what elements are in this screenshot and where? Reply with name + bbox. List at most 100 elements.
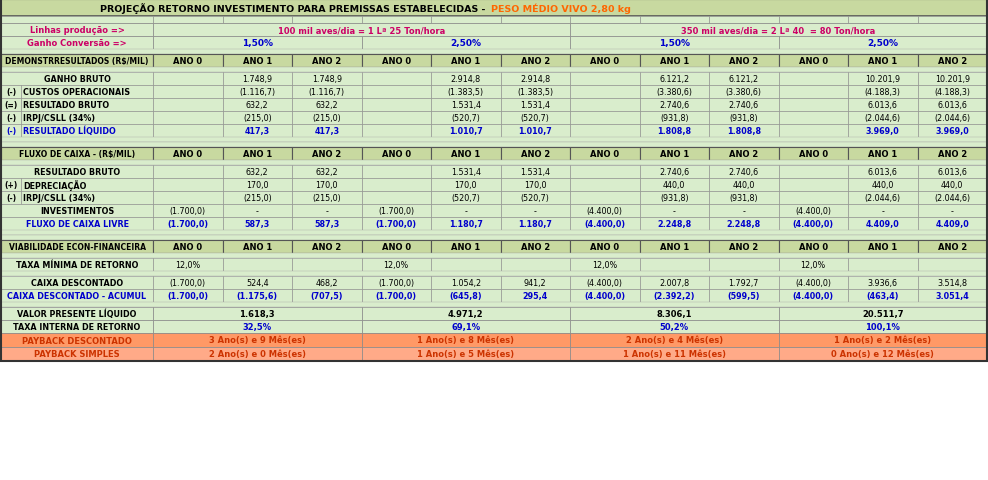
Text: ANO 0: ANO 0: [381, 242, 411, 252]
Bar: [153, 55, 222, 68]
Text: (1.116,7): (1.116,7): [308, 88, 345, 97]
Text: (215,0): (215,0): [312, 193, 341, 203]
Bar: [1, 289, 153, 302]
Bar: [639, 55, 709, 68]
Bar: [362, 166, 431, 179]
Bar: [570, 320, 779, 333]
Text: (4.400,0): (4.400,0): [587, 206, 622, 216]
Text: 69,1%: 69,1%: [452, 323, 480, 331]
Bar: [501, 166, 570, 179]
Bar: [570, 73, 639, 86]
Text: 32,5%: 32,5%: [243, 323, 272, 331]
Bar: [431, 192, 501, 204]
Bar: [709, 289, 779, 302]
Text: (520,7): (520,7): [452, 193, 480, 203]
Bar: [1, 217, 153, 230]
Text: (1.700,0): (1.700,0): [167, 219, 208, 228]
Bar: [570, 125, 639, 138]
Bar: [153, 24, 570, 37]
Bar: [848, 258, 918, 271]
Bar: [1, 68, 987, 73]
Text: ANO 1: ANO 1: [452, 57, 480, 66]
Text: -: -: [256, 206, 259, 216]
Text: ANO 2: ANO 2: [521, 242, 550, 252]
Text: PAYBACK SIMPLES: PAYBACK SIMPLES: [35, 350, 120, 359]
Text: 1.180,7: 1.180,7: [519, 219, 552, 228]
Bar: [362, 204, 431, 217]
Bar: [1, 73, 153, 86]
Text: GANHO BRUTO: GANHO BRUTO: [43, 75, 111, 84]
Text: 12,0%: 12,0%: [383, 261, 409, 269]
Bar: [570, 179, 639, 192]
Bar: [153, 125, 222, 138]
Bar: [1, 276, 153, 289]
Text: (931,8): (931,8): [660, 193, 689, 203]
Bar: [639, 289, 709, 302]
Bar: [21, 125, 153, 138]
Text: ANO 2: ANO 2: [521, 57, 550, 66]
Text: (4.400,0): (4.400,0): [584, 219, 625, 228]
Bar: [709, 204, 779, 217]
Text: (-): (-): [6, 127, 16, 136]
Text: ANO 1: ANO 1: [868, 57, 897, 66]
Text: ANO 2: ANO 2: [729, 57, 759, 66]
Bar: [292, 112, 362, 125]
Text: Linhas produção =>: Linhas produção =>: [30, 26, 124, 35]
Bar: [222, 240, 292, 253]
Bar: [431, 125, 501, 138]
Bar: [292, 125, 362, 138]
Text: 1,50%: 1,50%: [659, 39, 690, 48]
Text: 2 Ano(s) e 4 Mês(es): 2 Ano(s) e 4 Mês(es): [625, 336, 723, 345]
Bar: [918, 148, 987, 161]
Bar: [779, 99, 848, 112]
Text: 20.511,7: 20.511,7: [862, 309, 903, 318]
Text: 3.936,6: 3.936,6: [867, 278, 898, 288]
Text: 417,3: 417,3: [314, 127, 339, 136]
Bar: [918, 204, 987, 217]
Bar: [639, 204, 709, 217]
Bar: [501, 289, 570, 302]
Text: 524,4: 524,4: [246, 278, 269, 288]
Text: (520,7): (520,7): [521, 114, 549, 123]
Bar: [153, 307, 362, 320]
Text: 100,1%: 100,1%: [865, 323, 900, 331]
Bar: [501, 276, 570, 289]
Text: ANO 0: ANO 0: [590, 242, 619, 252]
Text: (4.400,0): (4.400,0): [795, 206, 831, 216]
Bar: [292, 204, 362, 217]
Bar: [153, 99, 222, 112]
Bar: [153, 166, 222, 179]
Bar: [779, 240, 848, 253]
Text: ANO 1: ANO 1: [660, 57, 689, 66]
Bar: [848, 166, 918, 179]
Bar: [362, 99, 431, 112]
Text: FLUXO DE CAIXA LIVRE: FLUXO DE CAIXA LIVRE: [26, 219, 128, 228]
Bar: [292, 99, 362, 112]
Bar: [222, 166, 292, 179]
Bar: [431, 276, 501, 289]
Text: (3.380,6): (3.380,6): [656, 88, 693, 97]
Text: 1.054,2: 1.054,2: [451, 278, 481, 288]
Bar: [848, 86, 918, 99]
Text: 3.051,4: 3.051,4: [936, 291, 969, 300]
Text: 0 Ano(s) e 12 Mês(es): 0 Ano(s) e 12 Mês(es): [831, 350, 935, 359]
Text: (4.188,3): (4.188,3): [935, 88, 970, 97]
Text: 170,0: 170,0: [246, 180, 269, 190]
Bar: [222, 99, 292, 112]
Text: (4.400,0): (4.400,0): [792, 219, 834, 228]
Bar: [153, 192, 222, 204]
Bar: [153, 86, 222, 99]
Text: ANO 2: ANO 2: [938, 57, 967, 66]
Bar: [153, 37, 362, 50]
Bar: [431, 112, 501, 125]
Text: ANO 0: ANO 0: [173, 242, 203, 252]
Bar: [431, 55, 501, 68]
Text: ANO 2: ANO 2: [521, 150, 550, 159]
Bar: [779, 179, 848, 192]
Bar: [21, 99, 153, 112]
Bar: [222, 112, 292, 125]
Text: (599,5): (599,5): [727, 291, 760, 300]
Bar: [222, 55, 292, 68]
Text: ANO 1: ANO 1: [660, 150, 689, 159]
Bar: [709, 217, 779, 230]
